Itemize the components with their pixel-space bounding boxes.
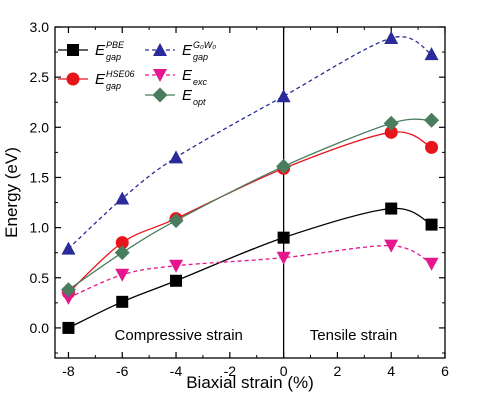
data-point-gw (384, 31, 399, 45)
legend-marker-hse (66, 72, 80, 86)
legend-marker-pbe (67, 44, 79, 56)
data-point-pbe (116, 295, 129, 308)
legend-marker-exc (153, 69, 167, 82)
data-point-hse (425, 140, 439, 154)
data-point-opt (276, 158, 292, 174)
data-point-exc (61, 291, 76, 305)
legend-sub-gw: gap (193, 52, 208, 62)
y-tick-label: 0.5 (30, 270, 50, 286)
data-point-gw (115, 191, 130, 205)
y-tick-label: 2.0 (30, 119, 50, 135)
series-exc (61, 239, 439, 305)
legend-sup-hse: HSE06 (106, 69, 135, 79)
data-point-exc (384, 239, 399, 253)
data-point-exc (169, 259, 184, 273)
data-point-pbe (170, 274, 183, 287)
data-point-opt (114, 245, 130, 261)
data-point-opt (168, 213, 184, 229)
data-point-pbe (277, 231, 290, 244)
legend-label-gw: E (182, 42, 193, 59)
data-point-gw (276, 89, 291, 103)
y-axis-title: Energy (eV) (2, 147, 21, 238)
data-point-opt (424, 112, 440, 128)
y-tick-label: 3.0 (30, 19, 50, 35)
data-point-opt (60, 282, 76, 298)
legend-sub-opt: opt (193, 97, 206, 107)
data-point-exc (276, 251, 291, 265)
x-tick-label: 0 (280, 363, 288, 379)
region-label-tensile: Tensile strain (310, 327, 398, 344)
legend-sup-pbe: PBE (106, 40, 125, 50)
series-opt (60, 112, 440, 298)
legend-entry-gw: E G₀W₀ gap (145, 40, 216, 62)
legend-label-hse: E (95, 71, 106, 88)
y-tick-label: 1.0 (30, 220, 50, 236)
legend-sub-exc: exc (193, 77, 208, 87)
x-tick-label: -6 (116, 363, 129, 379)
x-axis-title: Biaxial strain (%) (186, 373, 314, 392)
data-point-gw (424, 47, 439, 61)
data-point-gw (169, 150, 184, 164)
data-point-gw (61, 241, 76, 255)
legend-sub-hse: gap (106, 81, 121, 91)
x-tick-label: -2 (224, 363, 237, 379)
data-point-exc (115, 268, 130, 282)
y-tick-label: 0.0 (30, 320, 50, 336)
series-gw (61, 31, 439, 255)
legend-marker-gw (153, 43, 167, 56)
x-tick-label: 4 (387, 363, 395, 379)
x-tick-label: -4 (170, 363, 183, 379)
legend-sup-gw: G₀W₀ (193, 40, 216, 50)
plot-frame (54, 26, 446, 359)
region-label-compressive: Compressive strain (115, 327, 243, 344)
x-tick-label: 6 (441, 363, 449, 379)
data-point-opt (383, 115, 399, 131)
legend-marker-opt (152, 87, 168, 103)
legend-entry-pbe: E PBE gap (58, 40, 125, 62)
data-point-pbe (385, 202, 398, 215)
legend-label-exc: E (182, 67, 193, 84)
legend-label-pbe: E (95, 42, 106, 59)
data-point-hse (384, 125, 398, 139)
x-tick-label: 2 (334, 363, 342, 379)
data-point-pbe (62, 321, 75, 334)
legend-entry-hse: E HSE06 gap (58, 69, 135, 91)
series-line-hse (68, 131, 432, 294)
legend-label-opt: E (182, 87, 193, 104)
data-point-hse (115, 236, 129, 250)
series-pbe (62, 202, 438, 334)
series-line-pbe (68, 207, 432, 329)
y-tick-label: 1.5 (30, 169, 50, 185)
y-tick-label: 2.5 (30, 69, 50, 85)
legend-sub-pbe: gap (106, 52, 121, 62)
data-point-pbe (425, 218, 438, 231)
data-point-exc (424, 257, 439, 271)
x-tick-label: -8 (62, 363, 75, 379)
